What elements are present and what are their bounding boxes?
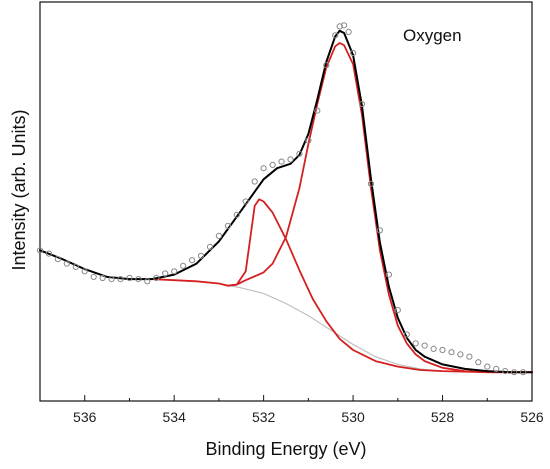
x-tick-label: 534 — [163, 409, 187, 425]
data-point — [350, 49, 357, 57]
component-layer — [128, 42, 533, 374]
data-point — [466, 353, 473, 360]
data-point — [63, 260, 70, 267]
data-point — [403, 331, 410, 338]
data-points-layer — [36, 22, 527, 376]
data-point — [510, 369, 518, 376]
data-point — [72, 263, 79, 270]
data-point — [269, 161, 276, 168]
data-point — [36, 247, 44, 254]
data-point — [287, 156, 294, 163]
x-tick-label: 530 — [341, 409, 365, 425]
data-point — [323, 62, 330, 69]
data-point — [108, 276, 115, 283]
data-point — [345, 28, 352, 35]
data-point — [502, 368, 509, 375]
data-point — [358, 100, 366, 108]
data-point — [224, 222, 231, 229]
component-2-line — [227, 42, 533, 374]
data-point — [296, 150, 303, 157]
x-tick-label: 528 — [431, 409, 455, 425]
data-point — [126, 274, 133, 282]
data-point — [45, 250, 53, 257]
data-point — [180, 262, 187, 269]
data-point — [81, 268, 88, 275]
plot-frame — [39, 1, 533, 402]
data-point — [475, 359, 482, 366]
envelope-layer — [39, 29, 533, 374]
background-line — [151, 278, 533, 373]
data-point — [314, 107, 321, 114]
data-point — [153, 274, 160, 282]
data-point — [412, 340, 419, 347]
data-point — [189, 257, 196, 264]
y-axis-title: Intensity (arb. Units) — [9, 109, 29, 270]
envelope-fit-line — [39, 29, 533, 374]
data-point — [171, 268, 178, 275]
data-point — [278, 158, 285, 165]
data-point — [251, 178, 258, 185]
data-point — [242, 198, 249, 205]
data-point — [457, 351, 464, 358]
data-point — [215, 232, 222, 239]
data-point — [90, 273, 97, 280]
data-point — [394, 307, 401, 314]
data-point — [484, 363, 491, 370]
x-tick-label: 536 — [73, 409, 97, 425]
chart-annotation: Oxygen — [403, 26, 462, 45]
data-point — [421, 342, 428, 349]
data-point — [206, 243, 214, 250]
data-point — [332, 32, 339, 39]
data-point — [336, 23, 343, 30]
data-point — [197, 252, 205, 259]
data-point — [385, 271, 392, 278]
data-point — [135, 276, 142, 283]
x-axis-ticks: 536 534 532 530 528 526 — [39, 395, 544, 425]
data-point — [162, 270, 169, 277]
data-point — [144, 278, 151, 285]
data-point — [367, 180, 375, 187]
data-point — [117, 276, 124, 283]
data-point — [493, 365, 500, 372]
data-point — [448, 349, 455, 356]
x-tick-label: 526 — [520, 409, 544, 425]
data-point — [341, 22, 348, 29]
data-point — [260, 165, 267, 172]
data-point — [233, 211, 240, 218]
data-point — [430, 345, 437, 352]
data-point — [376, 227, 383, 234]
x-tick-label: 532 — [252, 409, 276, 425]
background-layer — [151, 278, 533, 373]
data-point — [54, 256, 62, 263]
data-point — [99, 274, 106, 282]
data-point — [520, 369, 527, 376]
data-point — [305, 137, 312, 144]
data-point — [439, 346, 446, 354]
x-axis-title: Binding Energy (eV) — [205, 439, 366, 459]
component-1-line — [128, 198, 533, 374]
